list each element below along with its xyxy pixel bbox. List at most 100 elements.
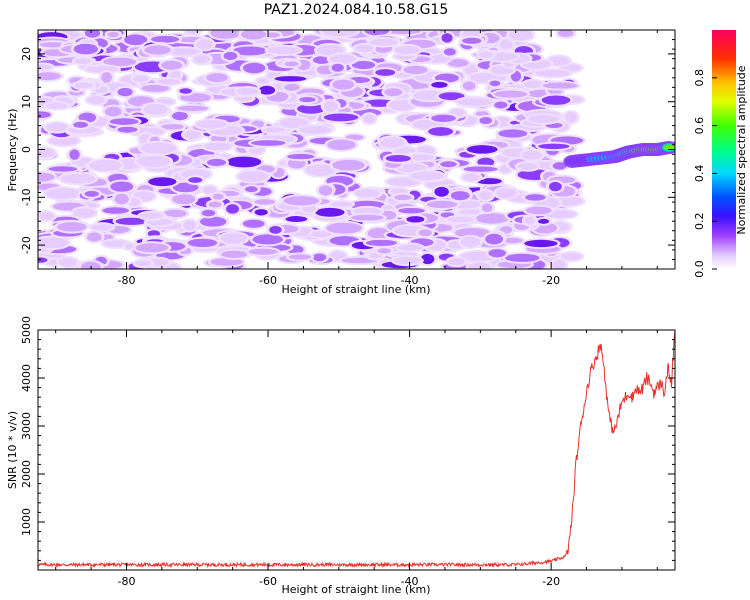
heatmap-cell (38, 172, 55, 182)
heatmap-cell (188, 177, 203, 183)
heatmap-cell (331, 201, 353, 207)
heatmap-cell (252, 234, 283, 245)
heatmap-cell (251, 140, 286, 146)
heatmap-cell (48, 166, 78, 172)
x-tick-label: -60 (259, 575, 277, 588)
heatmap-cell (238, 171, 269, 182)
x-tick-label: -20 (542, 575, 560, 588)
heatmap-cell (522, 150, 542, 160)
heatmap-cell (91, 224, 113, 231)
heatmap-cell (144, 45, 171, 55)
heatmap-cell (489, 80, 501, 87)
y-tick-label: 20 (20, 47, 33, 61)
heatmap-cell (81, 261, 101, 269)
heatmap-cell (212, 193, 224, 200)
heatmap-signal (563, 141, 675, 168)
heatmap-cell (179, 88, 192, 94)
heatmap-cell (287, 153, 315, 160)
heatmap-cell (114, 193, 129, 205)
heatmap-cell (394, 194, 412, 201)
heatmap-cell (167, 48, 200, 56)
heatmap-cell (406, 216, 425, 223)
heatmap-cell (558, 30, 574, 37)
heatmap-cell (318, 185, 333, 196)
signal-core (664, 145, 675, 150)
y-tick-label: 5000 (20, 316, 33, 344)
y-tick-label: 10 (20, 95, 33, 109)
heatmap-cell (236, 88, 259, 95)
colorbar-ticks: 0.0 0.2 0.4 0.6 0.8 (693, 69, 717, 278)
heatmap-cell (148, 177, 177, 187)
heatmap-cell (364, 30, 390, 36)
heatmap-cell (151, 35, 180, 43)
heatmap-cell (143, 103, 168, 115)
heatmap-cell (494, 101, 508, 109)
heatmap-cell (161, 124, 184, 130)
heatmap-cell (133, 75, 149, 82)
heatmap-cell (537, 218, 550, 224)
heatmap-cell (460, 236, 481, 248)
heatmap-cell (204, 142, 232, 151)
heatmap-cell (481, 203, 493, 213)
heatmap-cell (321, 30, 358, 37)
heatmap-cell (283, 196, 320, 206)
heatmap-cell (548, 181, 562, 192)
heatmap-cell (187, 238, 218, 248)
heatmap-cell (418, 229, 432, 237)
heatmap-cell (438, 92, 465, 101)
heatmap-cell (315, 207, 345, 217)
heatmap-cell (73, 43, 98, 55)
heatmap-cell (74, 58, 92, 64)
heatmap-cell (394, 45, 420, 55)
heatmap-cell (523, 80, 544, 89)
heatmap-cell (329, 54, 356, 64)
colorbar-gradient (712, 30, 736, 269)
heatmap-cell (157, 79, 181, 85)
heatmap-cell (196, 120, 227, 129)
figure-title: PAZ1.2024.084.10.58.G15 (264, 2, 449, 18)
heatmap-cell (84, 190, 99, 197)
heatmap-cell (560, 252, 582, 261)
heatmap-cell (479, 117, 493, 125)
heatmap-cell (117, 87, 133, 97)
heatmap-cell (548, 56, 570, 66)
x-tick-label: -40 (401, 274, 419, 287)
heatmap-cell (38, 72, 61, 80)
heatmap-cell (312, 56, 331, 64)
heatmap-cell (332, 79, 355, 90)
heatmap-cell (101, 72, 112, 83)
heatmap-cell (172, 182, 199, 193)
heatmap-cell (541, 95, 571, 105)
colorbar-tick-label: 0.8 (693, 69, 706, 87)
heatmap-cell (440, 161, 457, 168)
heatmap-cell (284, 83, 300, 91)
heatmap-cell (196, 39, 213, 50)
heatmap-cell (203, 186, 217, 194)
heatmap-cell (274, 76, 307, 82)
x-tick-label: -80 (117, 274, 135, 287)
heatmap-cell (45, 188, 81, 199)
heatmap-cell (201, 209, 216, 217)
heatmap-cell (434, 186, 449, 197)
heatmap-cell (355, 189, 380, 198)
heatmap-cell (377, 248, 392, 254)
snr-frame (37, 329, 676, 571)
heatmap-cell (74, 82, 94, 89)
heatmap-cell (135, 260, 152, 267)
heatmap-cell (450, 191, 470, 201)
heatmap-cell (89, 159, 122, 171)
heatmap-cell (220, 233, 247, 244)
heatmap-cell (478, 190, 493, 200)
heatmap-cell (485, 233, 503, 245)
heatmap-cell (186, 30, 200, 35)
heatmap-cell (226, 156, 262, 168)
heatmap-cell (193, 55, 210, 64)
x-tick-label: -60 (259, 274, 277, 287)
heatmap-cell (46, 102, 68, 109)
heatmap-cell (311, 231, 332, 238)
heatmap-cell (84, 30, 101, 38)
heatmap-cell (552, 162, 567, 170)
heatmap-cell (496, 188, 517, 199)
heatmap-cell (443, 48, 456, 56)
heatmap-cell (447, 216, 474, 223)
